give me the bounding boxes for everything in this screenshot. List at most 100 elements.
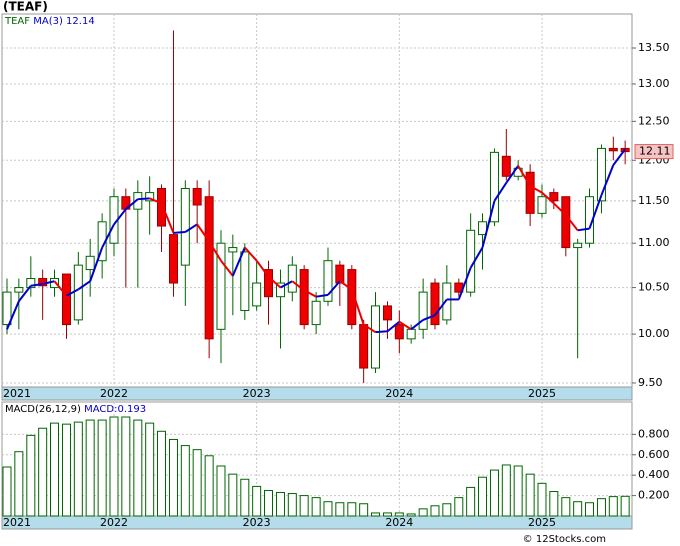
candle-body	[50, 278, 59, 289]
ma-line-segment	[89, 247, 104, 282]
macd-bar	[406, 513, 416, 517]
ma-line-segment	[113, 208, 127, 225]
candle-body	[525, 171, 535, 214]
macd-bar	[180, 445, 190, 517]
legend: TEAF MA(3) 12.14	[4, 16, 95, 27]
candle-body	[561, 196, 571, 249]
macd-bar	[584, 502, 594, 517]
ma-line-segment	[220, 260, 234, 277]
ma-line-segment	[6, 300, 20, 330]
macd-bar	[228, 473, 238, 517]
ma-line-segment	[375, 330, 388, 334]
y-tick-label: 0.800	[638, 427, 670, 440]
candle-body	[61, 273, 71, 326]
ma-line-segment	[137, 197, 150, 201]
candle-body	[156, 187, 166, 227]
y-tick-label: 13.00	[638, 77, 670, 90]
ma-line-segment	[280, 280, 293, 289]
x-tick-label: 2025	[528, 387, 556, 400]
ma-line-segment	[77, 280, 91, 291]
x-tick-label: 2023	[243, 387, 271, 400]
ma-line-segment	[339, 280, 353, 291]
macd-bar	[156, 430, 166, 517]
macd-bar	[418, 508, 428, 517]
legend-ma-value: 12.14	[66, 16, 95, 27]
ma-line-segment	[410, 319, 424, 331]
macd-bar	[370, 512, 380, 517]
macd-bar	[252, 485, 262, 517]
ma-line-segment	[398, 320, 412, 331]
macd-bar	[145, 422, 155, 517]
ma-line-segment	[149, 197, 162, 205]
candle-body	[347, 269, 357, 326]
candle-body	[14, 287, 24, 293]
candle-body	[430, 282, 440, 326]
candle-body	[26, 278, 36, 289]
macd-bar	[430, 505, 440, 517]
ma-line-segment	[422, 314, 436, 321]
macd-bar	[608, 496, 618, 517]
candle-body	[168, 234, 178, 284]
ma-line-segment	[160, 202, 175, 234]
candle-body	[359, 324, 369, 369]
ma-line-segment	[457, 267, 472, 300]
candle-body	[549, 192, 559, 202]
macd-bar	[287, 493, 297, 517]
ma-line-segment	[588, 194, 603, 229]
x-tick-label: 2023	[243, 516, 271, 529]
candle-body	[608, 147, 618, 152]
candle-body	[489, 151, 499, 223]
candle-body	[406, 328, 416, 340]
macd-bar	[620, 495, 630, 517]
candle-body	[85, 255, 95, 271]
ma-line-segment	[600, 164, 615, 196]
macd-bar	[394, 512, 404, 517]
macd-bar	[347, 502, 357, 517]
x-tick-label: 2022	[100, 387, 128, 400]
macd-bar	[85, 419, 95, 517]
macd-bar	[168, 438, 178, 517]
y-tick-label: 13.50	[638, 41, 670, 54]
candle-body	[228, 247, 238, 253]
macd-bar	[466, 486, 476, 517]
ma-line-segment	[101, 223, 115, 249]
ma-line-segment	[53, 280, 68, 297]
candle-body	[323, 260, 333, 302]
ma-line-segment	[529, 185, 543, 194]
macd-bar	[263, 489, 273, 517]
ma-line-segment	[196, 223, 210, 243]
candle-body	[382, 305, 392, 321]
macd-bar	[275, 492, 285, 517]
ma-line-segment	[255, 260, 270, 278]
macd-bar	[549, 491, 559, 517]
x-tick-label: 2021	[3, 516, 31, 529]
macd-bar	[311, 497, 321, 517]
ma-line-segment	[577, 227, 590, 232]
macd-bar	[477, 476, 487, 517]
candle-body	[192, 187, 202, 206]
y-tick-label: 9.50	[638, 376, 663, 389]
credit: © 12Stocks.com	[523, 534, 606, 545]
macd-bar	[335, 502, 345, 517]
macd-bar	[323, 501, 333, 517]
ma-line-segment	[553, 202, 567, 216]
y-tick-label: 11.00	[638, 236, 670, 249]
macd-bar	[14, 451, 24, 517]
candle-body	[335, 264, 345, 284]
legend-macd-label: MACD:	[84, 404, 117, 415]
candle-body	[204, 196, 214, 340]
ma-line-segment	[565, 214, 579, 231]
macd-bar	[97, 419, 107, 517]
x-tick-label: 2024	[385, 387, 413, 400]
macd-bar	[61, 423, 71, 517]
candle-body	[145, 192, 155, 202]
candle-body	[2, 291, 12, 326]
ma-line-segment	[434, 298, 448, 316]
candle-body	[73, 264, 83, 321]
ma-line-segment	[291, 280, 305, 292]
candle-body	[573, 242, 583, 249]
legend-ma-name: MA(3)	[33, 16, 63, 27]
ma-line-segment	[469, 247, 484, 269]
macd-bar	[489, 469, 499, 517]
macd-bar	[50, 422, 59, 517]
